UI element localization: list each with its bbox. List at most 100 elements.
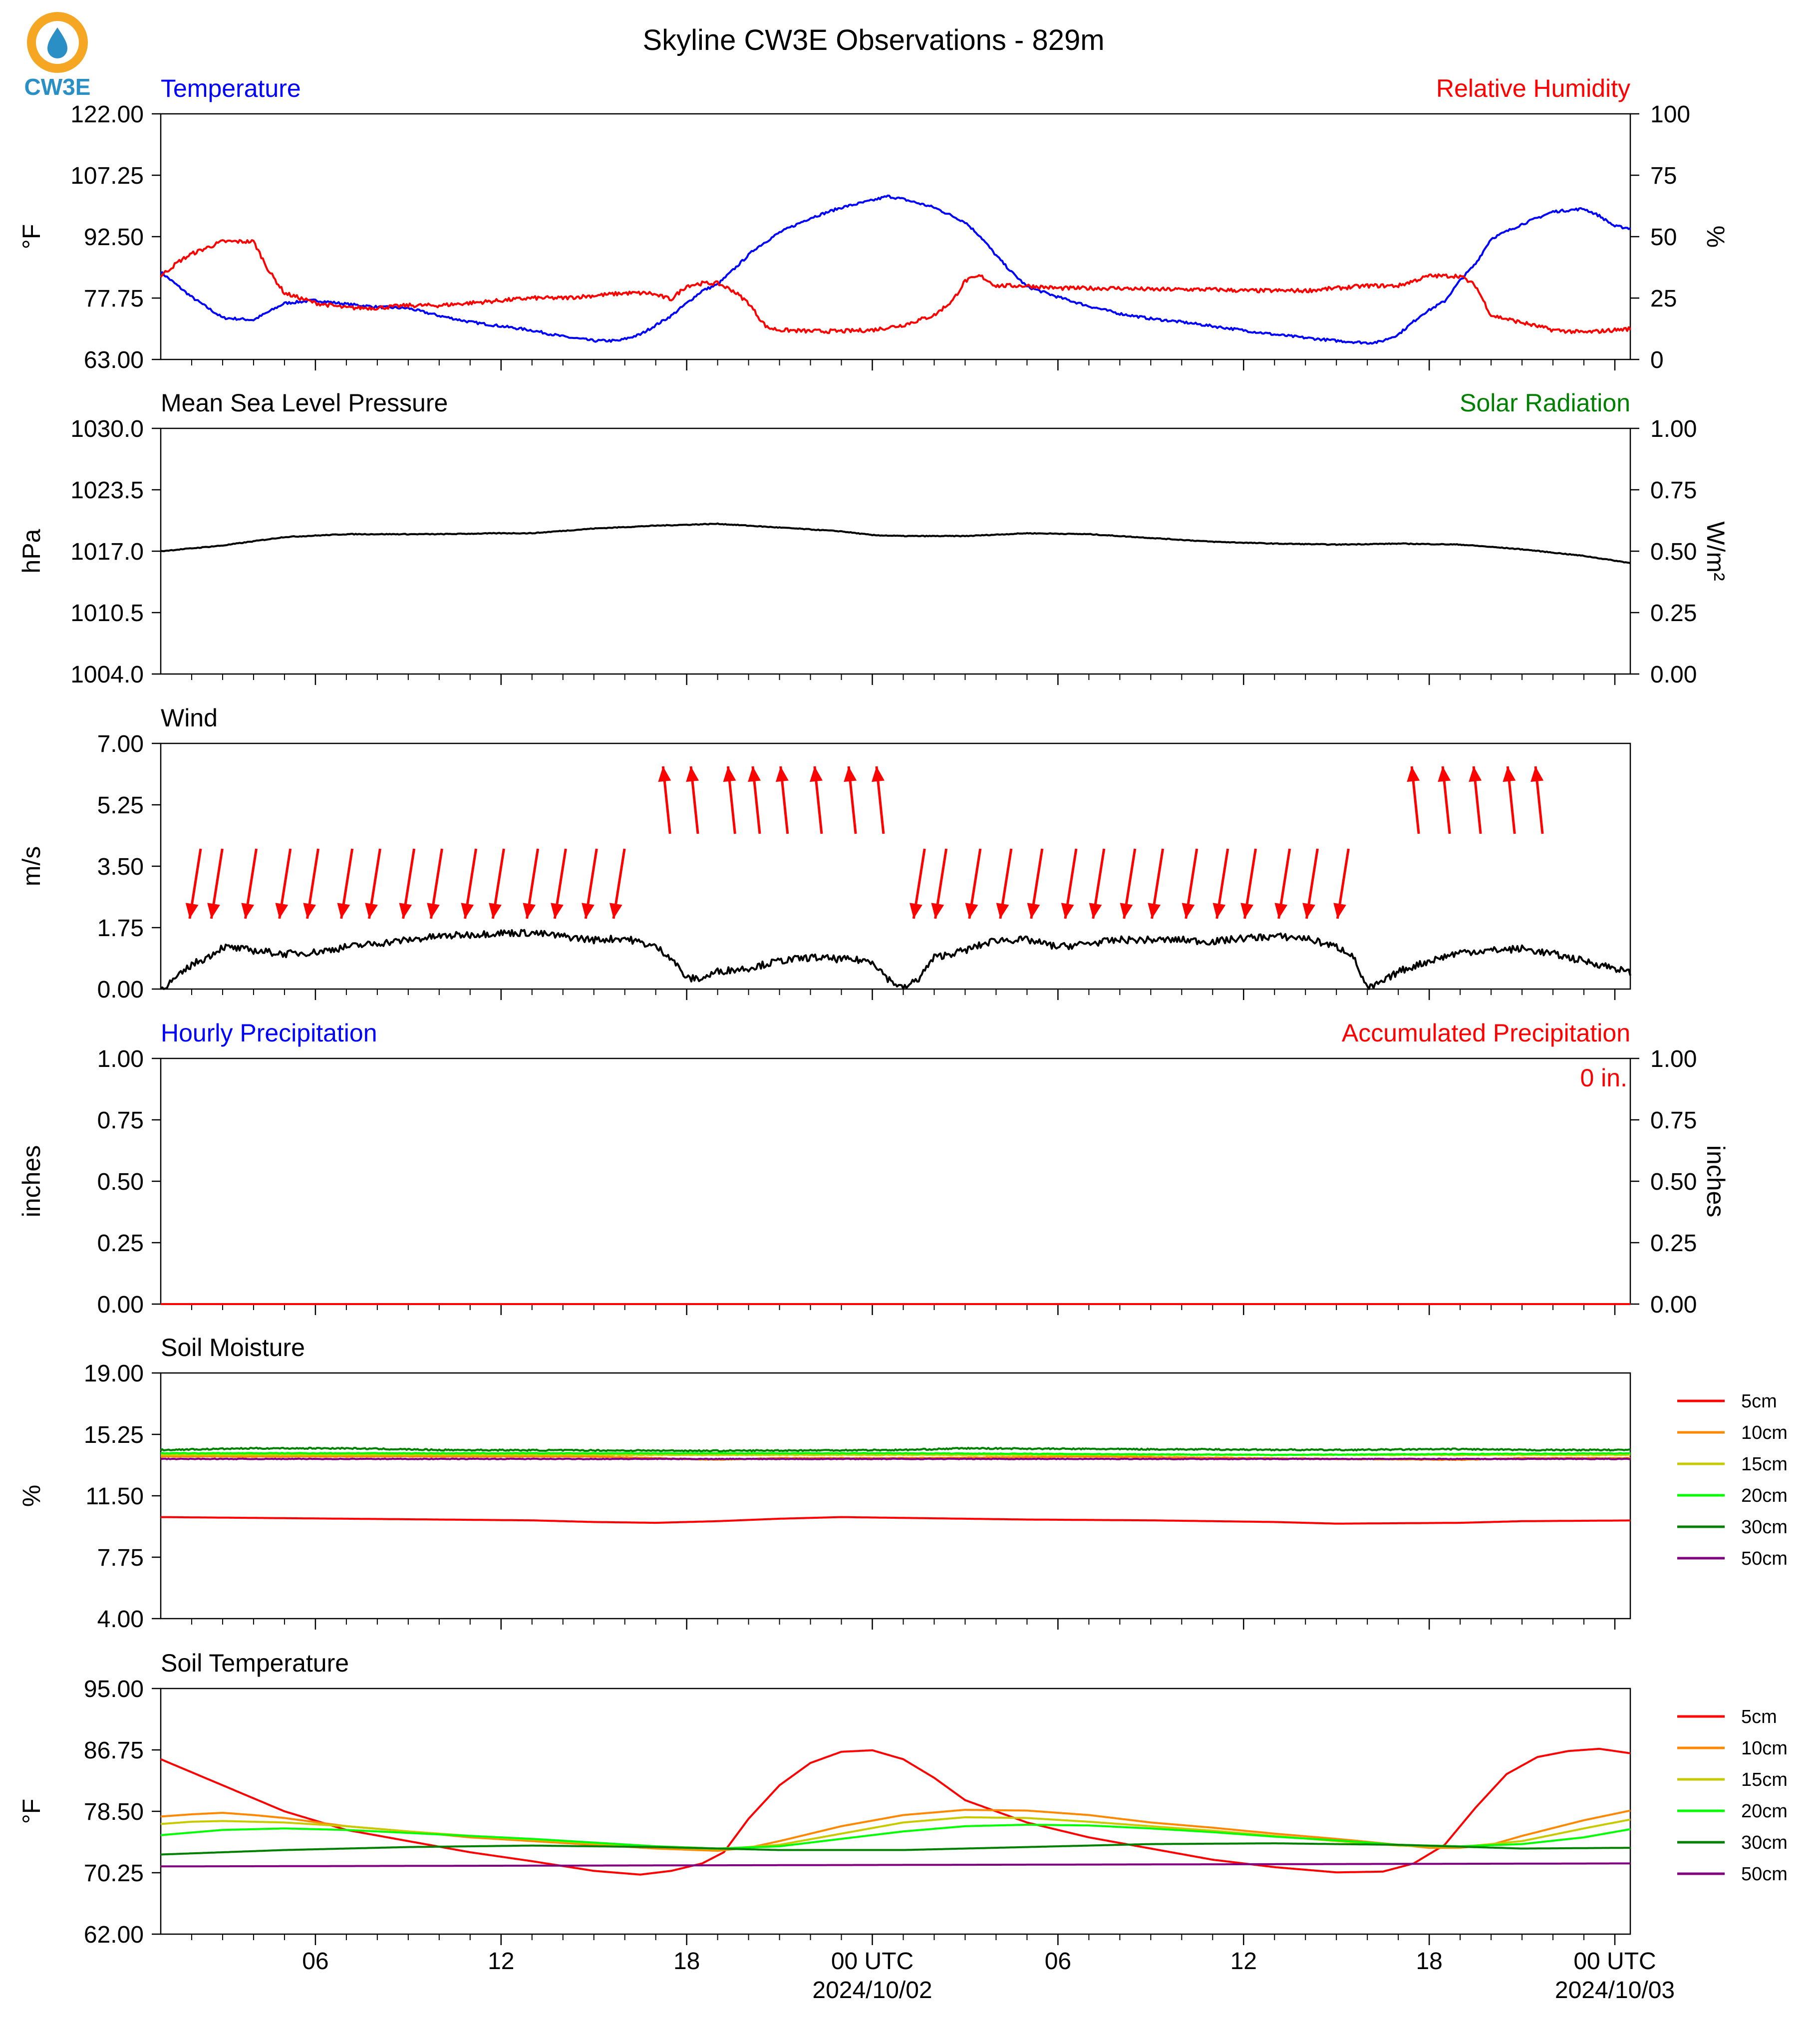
panel-title-left: Soil Temperature	[161, 1649, 349, 1677]
legend-label: 5cm	[1741, 1706, 1777, 1727]
logo-ring	[27, 12, 88, 73]
wind-arrow-head	[1302, 903, 1315, 919]
cw3e-logo: CW3E	[24, 12, 91, 100]
panel-6: Soil Temperature 62.00 70.25 78.50 86.75 95.0…	[17, 1649, 1788, 2004]
y-tick-label: 0.75	[97, 1107, 144, 1134]
y-tick-label: 0.25	[97, 1230, 144, 1257]
wind-arrow-head	[1148, 903, 1161, 919]
y-axis-label: m/s	[17, 846, 45, 887]
panel-title-left: Hourly Precipitation	[161, 1019, 377, 1047]
x-tick-label: 12	[1230, 1948, 1257, 1975]
wind-arrow-head	[1027, 903, 1040, 919]
y2-tick-label: 1.00	[1650, 416, 1697, 442]
wind-arrow-head	[523, 903, 536, 919]
plot-frame	[160, 1688, 1631, 1935]
series-line-30cm	[160, 1842, 1630, 1856]
wind-arrow-head	[1240, 903, 1253, 919]
y-tick-label: 63.00	[84, 347, 144, 373]
y2-tick-label: 100	[1650, 101, 1690, 128]
legend-label: 10cm	[1741, 1422, 1788, 1443]
y-tick-label: 122.00	[70, 101, 144, 128]
wind-arrow-head	[931, 903, 944, 919]
x-date-label: 2024/10/03	[1555, 1977, 1675, 2004]
legend: 5cm 10cm 15cm 20cm 30cm 50cm	[1677, 1391, 1788, 1569]
wind-arrow-head	[551, 903, 564, 919]
y-tick-label: 78.50	[84, 1799, 144, 1825]
series-line-20cm	[160, 1452, 1631, 1456]
legend: 5cm 10cm 15cm 20cm 30cm 50cm	[1677, 1706, 1788, 1885]
x-tick-label: 18	[673, 1948, 700, 1975]
y-tick-label: 1023.5	[70, 477, 144, 504]
series-line-5cm	[160, 1516, 1630, 1525]
y-tick-label: 86.75	[84, 1737, 144, 1764]
x-tick-label: 12	[488, 1948, 514, 1975]
y2-tick-label: 50	[1650, 224, 1677, 251]
x-tick-label: 00 UTC	[1573, 1948, 1656, 1975]
y2-axis-label: inches	[1702, 1145, 1730, 1218]
y-tick-label: 3.50	[97, 854, 144, 880]
wind-arrow-head	[1274, 903, 1288, 919]
wind-arrow-head	[582, 903, 595, 919]
plot-frame	[160, 427, 1631, 675]
panel-title-left: Mean Sea Level Pressure	[161, 389, 448, 417]
wind-arrow-head	[207, 903, 220, 919]
accumulated-annotation: 0 in.	[1580, 1064, 1627, 1092]
y-tick-label: 62.00	[84, 1922, 144, 1948]
y-tick-label: 11.50	[85, 1483, 144, 1510]
y2-tick-label: 0.25	[1650, 600, 1697, 627]
wind-arrow-head	[1182, 903, 1195, 919]
y2-tick-label: 0.75	[1650, 1107, 1697, 1134]
y-tick-label: 0.00	[97, 1292, 144, 1318]
y2-tick-label: 75	[1650, 163, 1677, 189]
wind-arrow-head	[723, 766, 736, 782]
x-tick-label: 00 UTC	[831, 1948, 913, 1975]
page-title: Skyline CW3E Observations - 829m	[642, 24, 1104, 56]
legend-label: 30cm	[1741, 1517, 1788, 1538]
y-axis-label: °F	[17, 224, 45, 250]
y-tick-label: 7.00	[97, 731, 144, 757]
y-tick-label: 1004.0	[70, 662, 144, 688]
wind-arrow-head	[275, 903, 289, 919]
y-tick-label: 19.00	[84, 1360, 144, 1387]
wind-arrow-head	[1061, 903, 1074, 919]
panel-title-left: Soil Moisture	[161, 1334, 305, 1361]
wind-arrow-head	[872, 766, 885, 782]
x-tick-label: 06	[302, 1948, 328, 1975]
y-tick-label: 95.00	[84, 1676, 144, 1702]
y-tick-label: 5.25	[97, 792, 144, 819]
panels: Temperature Relative Humidity 63.00 77.75 92…	[17, 74, 1788, 2004]
wind-arrow-head	[775, 766, 789, 782]
panel-4: Hourly Precipitation Accumulated Precipit…	[17, 1019, 1730, 1318]
wind-arrow-head	[399, 903, 412, 919]
wind-arrow-head	[965, 903, 978, 919]
wind-arrow-head	[337, 903, 350, 919]
y-tick-label: 92.50	[84, 224, 144, 251]
wind-arrow-head	[427, 903, 440, 919]
y-tick-label: 7.75	[97, 1545, 144, 1571]
y-tick-label: 1017.0	[70, 539, 144, 565]
y-axis-label: hPa	[17, 529, 45, 573]
wind-arrow-head	[365, 903, 378, 919]
y-axis-label: inches	[17, 1145, 45, 1218]
series-line-relative-humidity	[160, 239, 1631, 335]
wind-arrow-head	[1120, 903, 1133, 919]
y-tick-label: 1.75	[97, 915, 144, 942]
wind-arrow-head	[686, 766, 699, 782]
panel-1: Temperature Relative Humidity 63.00 77.75 92…	[17, 74, 1730, 373]
y-tick-label: 70.25	[84, 1860, 144, 1887]
wind-arrow-head	[1469, 766, 1482, 782]
wind-arrow-head	[748, 766, 761, 782]
y2-tick-label: 0.75	[1650, 477, 1697, 504]
wind-arrow-head	[185, 903, 199, 919]
series-line-wind	[160, 929, 1631, 990]
series-line-5cm	[160, 1747, 1631, 1876]
series-line-temperature	[160, 194, 1631, 345]
logo-text: CW3E	[24, 74, 91, 100]
wind-arrow-head	[844, 766, 857, 782]
legend-label: 20cm	[1741, 1485, 1788, 1506]
wind-arrow-head	[609, 903, 622, 919]
y-axis-label: °F	[17, 1799, 45, 1824]
panel-title-left: Temperature	[161, 74, 301, 102]
y2-axis-label: %	[1702, 226, 1730, 248]
